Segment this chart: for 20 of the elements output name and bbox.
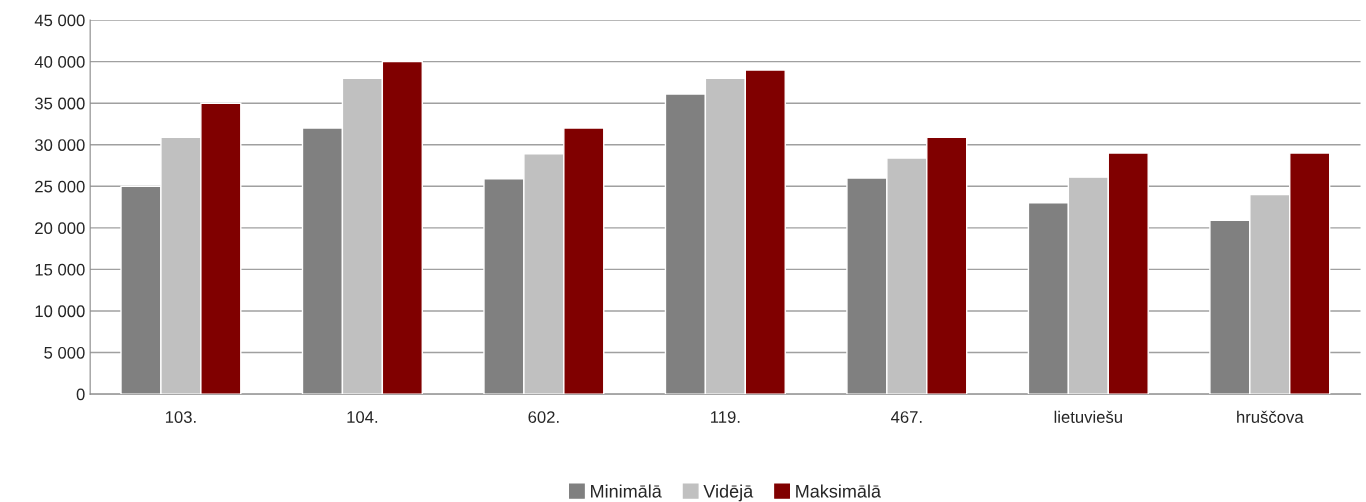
legend-label: Maksimālā bbox=[796, 484, 881, 498]
x-tick-label: 602. bbox=[528, 411, 559, 423]
x-tick-label: 119. bbox=[711, 411, 740, 423]
x-tick-label: 467. bbox=[890, 411, 922, 423]
y-tick-label: 45 000 bbox=[34, 14, 85, 27]
legend-label: Vidējā bbox=[703, 484, 754, 502]
x-tick-label: lietuviešu bbox=[1054, 410, 1122, 423]
y-tick-label: 20 000 bbox=[35, 222, 85, 235]
y-tick-label: 30 000 bbox=[34, 139, 85, 151]
y-tick-label: 5 000 bbox=[44, 346, 85, 359]
y-tick-label: 25 000 bbox=[35, 180, 85, 193]
x-tick-label: 103. bbox=[165, 411, 196, 423]
y-tick-label: 15 000 bbox=[35, 263, 85, 276]
y-tick-label: 35 000 bbox=[34, 97, 85, 110]
y-tick-label: 0 bbox=[76, 388, 85, 401]
legend-label: Minimālā bbox=[591, 484, 662, 498]
x-tick-label: hruščova bbox=[1237, 410, 1304, 423]
x-tick-label: 104. bbox=[347, 411, 378, 423]
y-tick-label: 10 000 bbox=[35, 305, 85, 318]
y-tick-label: 40 000 bbox=[34, 56, 85, 68]
